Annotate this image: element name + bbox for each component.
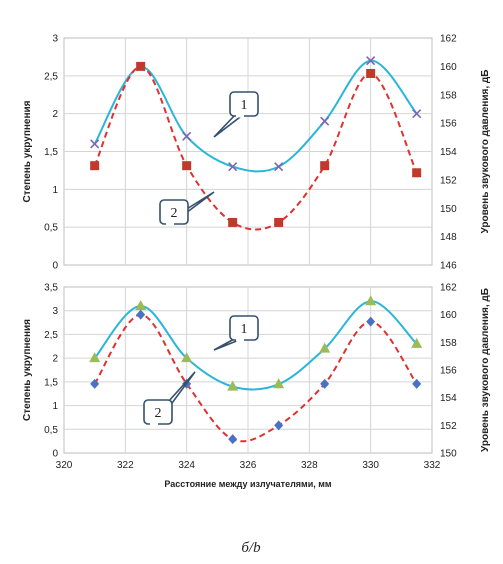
y-axis-label-left: Степень укрупнения <box>22 100 33 202</box>
chart-bottom: 0 0,5 1 1,5 2 2,5 3 3,5 150 152 154 156 158 160 162 320… <box>22 283 491 490</box>
y-tick-right-label: 162 <box>440 34 457 45</box>
callout-1: 1 <box>213 91 259 138</box>
callout-1: 1 <box>213 315 259 351</box>
series-2-point <box>136 309 146 320</box>
series-2-point <box>320 161 330 171</box>
y-tick-left-label: 0 <box>52 261 58 272</box>
y-tick-left-label: 1,5 <box>44 377 58 388</box>
series-1-point <box>412 109 422 119</box>
y-tick-left-label: 1,5 <box>44 147 58 158</box>
y-tick-right-label: 150 <box>440 204 457 215</box>
series-2-point <box>412 168 422 178</box>
series-1-point <box>411 337 423 348</box>
y-tick-right-label: 158 <box>440 90 457 101</box>
callout-label: 2 <box>155 406 162 421</box>
y-tick-right-label: 158 <box>440 338 457 349</box>
y-tick-left-label: 1 <box>52 401 58 412</box>
y-tick-right-label: 154 <box>440 393 457 404</box>
callout-label: 1 <box>241 98 248 113</box>
series-2-point <box>182 161 192 171</box>
series-2-point <box>90 161 100 171</box>
y-tick-right-label: 152 <box>440 421 457 432</box>
x-tick-label: 322 <box>117 460 134 471</box>
series-1-point <box>319 342 331 353</box>
series-2-point <box>412 378 422 389</box>
y-tick-right-label: 150 <box>440 449 457 460</box>
y-tick-right-label: 148 <box>440 232 457 243</box>
y-tick-left-label: 3,5 <box>44 283 58 294</box>
series-2-point <box>228 217 238 227</box>
callout-label: 2 <box>171 206 178 221</box>
y-tick-right-label: 156 <box>440 119 457 130</box>
y-tick-left-label: 2 <box>52 109 58 120</box>
x-tick-label: 324 <box>178 460 195 471</box>
y-tick-right-label: 160 <box>440 62 457 73</box>
series-1-point <box>135 299 147 310</box>
series-1-point <box>320 116 330 126</box>
x-tick-label: 330 <box>362 460 379 471</box>
callout-2: 2 <box>143 371 196 426</box>
series-2-point <box>274 217 284 227</box>
y-axis-label-left: Степень укрупнения <box>22 319 33 421</box>
y-axis-label-right: Уровень звукового давления, дБ <box>480 288 491 452</box>
y-tick-right-label: 162 <box>440 283 457 294</box>
callout-label: 1 <box>241 322 248 337</box>
x-tick-label: 326 <box>240 460 257 471</box>
callout-2: 2 <box>159 191 215 226</box>
series-1-point <box>181 352 193 363</box>
y-tick-left-label: 0 <box>52 449 58 460</box>
series-1-point <box>89 352 101 363</box>
series-2-point <box>274 420 284 431</box>
figure-caption: б/b <box>241 540 261 556</box>
y-tick-right-label: 160 <box>440 310 457 321</box>
series-1-point <box>273 378 285 389</box>
y-tick-left-label: 2,5 <box>44 330 58 341</box>
series-2-point <box>228 434 238 445</box>
y-tick-left-label: 0,5 <box>44 425 58 436</box>
series-2-point <box>320 378 330 389</box>
series-1-point <box>366 56 376 66</box>
x-tick-label: 320 <box>56 460 73 471</box>
y-tick-right-label: 156 <box>440 366 457 377</box>
series-2-point <box>90 378 100 389</box>
x-tick-label: 332 <box>424 460 441 471</box>
y-tick-right-label: 154 <box>440 147 457 158</box>
series-2-point <box>136 61 146 71</box>
y-tick-left-label: 0,5 <box>44 223 58 234</box>
series-1-point <box>182 131 192 141</box>
x-tick-label: 328 <box>301 460 318 471</box>
y-tick-right-label: 146 <box>440 261 457 272</box>
series-1-point <box>90 139 100 149</box>
series-1-point <box>228 162 238 172</box>
series-2-point <box>366 68 376 78</box>
y-tick-right-label: 152 <box>440 175 457 186</box>
y-tick-left-label: 1 <box>52 185 58 196</box>
y-tick-left-label: 2,5 <box>44 71 58 82</box>
y-tick-left-label: 3 <box>52 306 58 317</box>
series-1-point <box>274 162 284 172</box>
chart-top: 0 0,5 1 1,5 2 2,5 3 146 148 150 152 154 156 158 160 162… <box>22 34 491 272</box>
y-tick-left-label: 2 <box>52 354 58 365</box>
series-2-point <box>366 316 376 327</box>
y-tick-left-label: 3 <box>52 34 58 45</box>
y-axis-label-right: Уровень звукового давления, дБ <box>480 70 491 234</box>
x-axis-label: Расстояние между излучателями, мм <box>164 479 332 489</box>
series-1-point <box>227 380 239 391</box>
series-1-point <box>365 295 377 306</box>
